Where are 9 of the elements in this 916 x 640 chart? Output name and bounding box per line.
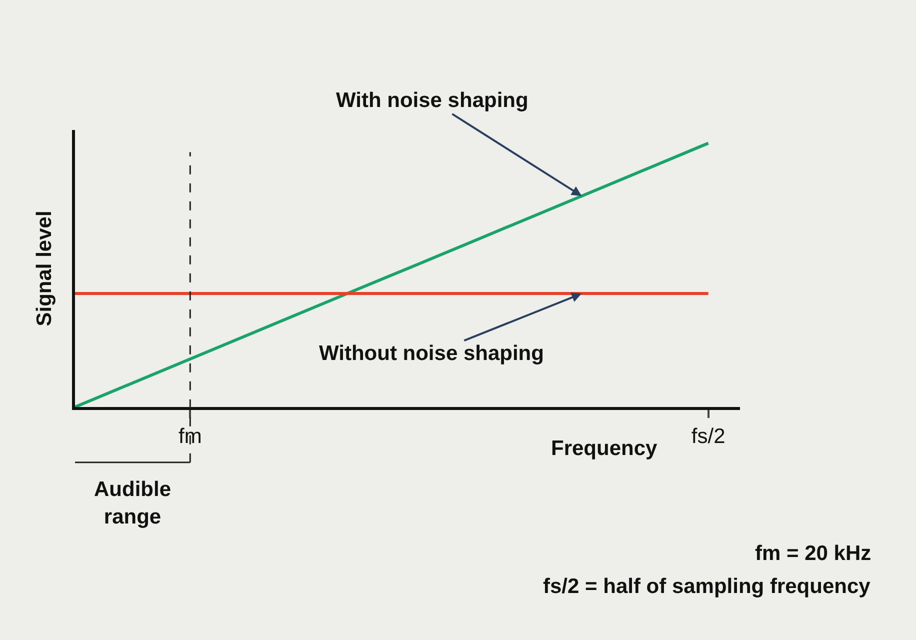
x-axis-title: Frequency xyxy=(551,437,658,460)
x-tick-label: fs/2 xyxy=(691,425,726,448)
y-axis-title: Signal level xyxy=(33,210,56,326)
text: Audible range xyxy=(94,478,171,528)
text: fs/2 = half of sampling frequency xyxy=(543,575,871,598)
x-tick-label: fm xyxy=(178,425,202,448)
text: With noise shaping xyxy=(336,89,528,112)
text: Without noise shaping xyxy=(319,342,544,365)
text: fm = 20 kHz xyxy=(755,542,872,565)
